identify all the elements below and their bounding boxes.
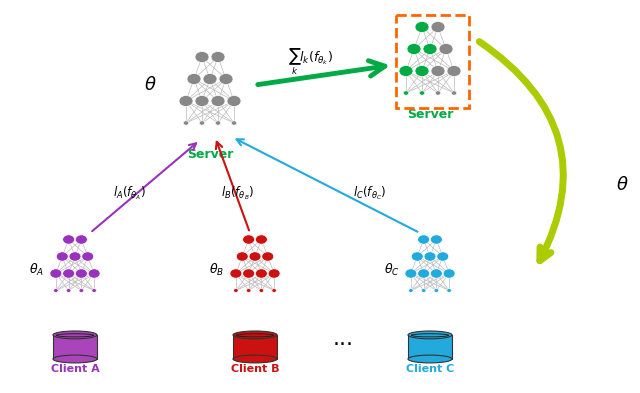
Ellipse shape — [63, 235, 75, 244]
Text: $l_B(f_{\theta_B})$: $l_B(f_{\theta_B})$ — [221, 184, 255, 202]
Ellipse shape — [53, 355, 97, 363]
Bar — [408, 335, 452, 359]
Text: Client C: Client C — [406, 364, 454, 374]
Ellipse shape — [69, 252, 81, 261]
Ellipse shape — [211, 51, 225, 62]
Ellipse shape — [54, 288, 58, 292]
Ellipse shape — [195, 95, 209, 107]
Bar — [53, 335, 97, 359]
Ellipse shape — [56, 252, 68, 261]
Ellipse shape — [405, 269, 417, 278]
Ellipse shape — [219, 73, 233, 84]
Ellipse shape — [203, 73, 217, 84]
Ellipse shape — [246, 288, 251, 292]
Ellipse shape — [88, 269, 100, 278]
Ellipse shape — [435, 91, 441, 95]
Ellipse shape — [423, 44, 437, 55]
Ellipse shape — [187, 73, 201, 84]
Ellipse shape — [211, 95, 225, 107]
Ellipse shape — [255, 269, 268, 278]
Ellipse shape — [399, 66, 413, 77]
Ellipse shape — [227, 95, 241, 107]
Ellipse shape — [249, 252, 261, 261]
Text: $\theta_C$: $\theta_C$ — [384, 262, 400, 278]
FancyArrowPatch shape — [479, 42, 563, 261]
Ellipse shape — [179, 95, 193, 107]
Bar — [233, 335, 277, 359]
Text: $\theta$: $\theta$ — [143, 76, 156, 94]
Text: ···: ··· — [333, 335, 353, 355]
Text: Client A: Client A — [51, 364, 99, 374]
Text: Server: Server — [407, 108, 453, 121]
Ellipse shape — [231, 121, 237, 125]
Ellipse shape — [272, 288, 276, 292]
Ellipse shape — [424, 252, 436, 261]
Ellipse shape — [233, 355, 277, 363]
Ellipse shape — [76, 269, 87, 278]
Ellipse shape — [79, 288, 84, 292]
Ellipse shape — [92, 288, 97, 292]
Ellipse shape — [53, 331, 97, 339]
Ellipse shape — [431, 269, 442, 278]
Text: Client B: Client B — [231, 364, 279, 374]
Ellipse shape — [447, 288, 451, 292]
Ellipse shape — [268, 269, 280, 278]
Ellipse shape — [230, 269, 242, 278]
Ellipse shape — [419, 91, 425, 95]
Ellipse shape — [63, 269, 75, 278]
Ellipse shape — [262, 252, 274, 261]
Ellipse shape — [434, 288, 439, 292]
Ellipse shape — [255, 235, 268, 244]
Ellipse shape — [439, 44, 453, 55]
Ellipse shape — [443, 269, 455, 278]
Ellipse shape — [431, 235, 442, 244]
Ellipse shape — [408, 355, 452, 363]
Ellipse shape — [67, 288, 71, 292]
Text: $\sum_k l_k(f_{\theta_k})$: $\sum_k l_k(f_{\theta_k})$ — [287, 47, 332, 77]
Text: $\theta_B$: $\theta_B$ — [209, 262, 225, 278]
Ellipse shape — [437, 252, 449, 261]
Ellipse shape — [259, 288, 264, 292]
Ellipse shape — [403, 91, 409, 95]
Ellipse shape — [243, 269, 255, 278]
Ellipse shape — [408, 288, 413, 292]
Text: $l_C(f_{\theta_C})$: $l_C(f_{\theta_C})$ — [353, 184, 387, 202]
Ellipse shape — [421, 288, 426, 292]
Ellipse shape — [412, 252, 423, 261]
Ellipse shape — [183, 121, 189, 125]
Ellipse shape — [199, 121, 205, 125]
Text: $\theta_A$: $\theta_A$ — [29, 262, 45, 278]
Ellipse shape — [407, 44, 421, 55]
Ellipse shape — [418, 269, 429, 278]
Ellipse shape — [431, 22, 445, 33]
Ellipse shape — [233, 331, 277, 339]
Text: Server: Server — [187, 149, 233, 162]
Ellipse shape — [447, 66, 461, 77]
Ellipse shape — [408, 331, 452, 339]
Text: $\theta$: $\theta$ — [616, 176, 628, 194]
Ellipse shape — [76, 235, 87, 244]
Ellipse shape — [236, 252, 248, 261]
Ellipse shape — [243, 235, 255, 244]
Ellipse shape — [82, 252, 93, 261]
Ellipse shape — [431, 66, 445, 77]
Ellipse shape — [215, 121, 221, 125]
Ellipse shape — [234, 288, 238, 292]
Ellipse shape — [50, 269, 62, 278]
Ellipse shape — [415, 22, 429, 33]
Ellipse shape — [415, 66, 429, 77]
Ellipse shape — [418, 235, 429, 244]
Ellipse shape — [451, 91, 457, 95]
Text: $l_A(f_{\theta_A})$: $l_A(f_{\theta_A})$ — [113, 184, 147, 202]
Ellipse shape — [195, 51, 209, 62]
